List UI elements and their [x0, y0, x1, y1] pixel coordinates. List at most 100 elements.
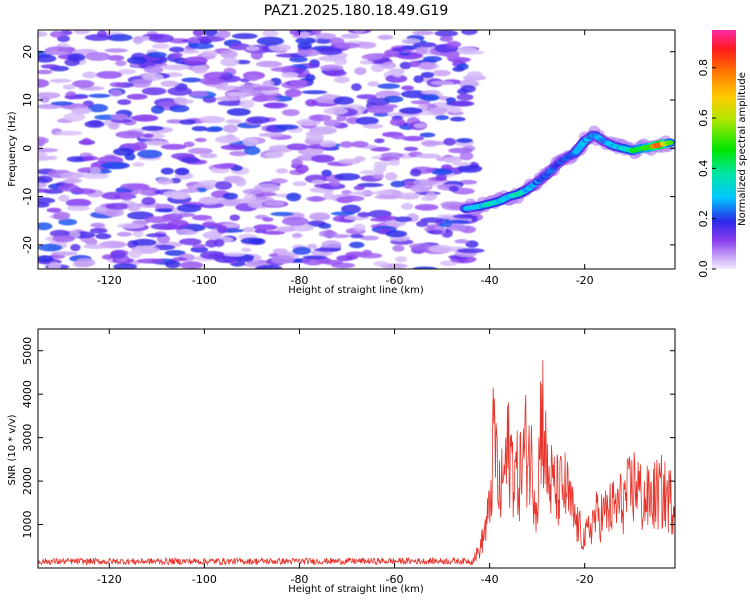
heatmap-cell	[392, 47, 406, 52]
heatmap-cell	[394, 256, 408, 263]
heatmap-cell	[104, 48, 129, 53]
heatmap-cell	[38, 243, 63, 252]
heatmap-cell	[353, 156, 366, 162]
heatmap-cell	[361, 249, 373, 256]
heatmap-cell	[251, 96, 268, 102]
heatmap-cell	[106, 55, 125, 61]
heatmap-cell	[457, 164, 483, 173]
heatmap-cell	[435, 174, 447, 181]
heatmap-cell	[38, 152, 48, 157]
heatmap-cell	[141, 87, 167, 96]
heatmap-cell	[377, 34, 394, 40]
heatmap-cell	[256, 36, 284, 46]
top-x-tick-label: -20	[576, 274, 594, 287]
heatmap-cell	[334, 173, 361, 181]
heatmap-cell	[179, 119, 196, 125]
heatmap-cell	[109, 89, 123, 97]
heatmap-cell	[321, 93, 337, 99]
heatmap-cell	[314, 247, 341, 252]
heatmap-cell	[38, 148, 59, 153]
top-x-tick-label: -80	[290, 274, 308, 287]
heatmap-cell	[179, 49, 200, 54]
heatmap-cell	[192, 214, 213, 221]
heatmap-cell	[151, 105, 165, 114]
heatmap-cell	[176, 204, 202, 213]
heatmap-cell	[397, 192, 421, 199]
heatmap-cell	[105, 202, 131, 210]
heatmap-cell	[380, 152, 405, 159]
heatmap-cell	[171, 153, 195, 160]
heatmap-cell	[391, 134, 406, 140]
heatmap-cell	[420, 217, 444, 223]
heatmap-cell	[291, 158, 303, 167]
heatmap-cell	[456, 46, 478, 55]
heatmap-cell	[142, 140, 170, 146]
heatmap-cell	[253, 224, 278, 231]
heatmap-cell	[58, 218, 78, 226]
heatmap-cell	[274, 124, 299, 130]
heatmap-cell	[62, 178, 83, 184]
heatmap-cell	[422, 56, 442, 62]
heatmap-cell	[665, 140, 674, 146]
heatmap-cell	[459, 151, 474, 161]
heatmap-cell	[84, 34, 112, 41]
heatmap-cell	[117, 68, 136, 75]
heatmap-cell	[359, 60, 374, 65]
heatmap-cell	[275, 168, 289, 174]
heatmap-cell	[421, 141, 448, 146]
heatmap-cell	[73, 30, 90, 35]
heatmap-cell	[360, 235, 379, 241]
colorbar-ticks: 0.0 0.2 0.4 0.6 0.8	[697, 59, 716, 278]
heatmap-cell	[190, 246, 209, 253]
heatmap-cell	[372, 173, 385, 180]
heatmap-cell	[443, 137, 457, 146]
heatmap-cell	[420, 195, 435, 202]
heatmap-cell	[131, 114, 159, 122]
heatmap-cell	[52, 211, 71, 221]
heatmap-cell	[113, 147, 135, 156]
heatmap-cell	[431, 168, 453, 176]
heatmap-cell	[276, 226, 296, 233]
heatmap-cell	[339, 141, 354, 148]
heatmap-cell	[465, 240, 479, 248]
heatmap-cell	[191, 126, 208, 132]
heatmap-cell	[48, 262, 61, 269]
heatmap-cell	[306, 196, 327, 202]
heatmap-cell	[116, 231, 133, 237]
heatmap-cell	[143, 65, 164, 74]
heatmap-cell	[229, 214, 240, 221]
heatmap-cell	[234, 256, 254, 263]
heatmap-cell	[38, 78, 50, 88]
heatmap-cell	[145, 233, 167, 238]
heatmap-cell	[169, 38, 190, 44]
heatmap-cell	[255, 60, 283, 68]
heatmap-cell	[38, 54, 57, 63]
heatmap-cell	[452, 161, 472, 167]
colorbar: 0.0 0.2 0.4 0.6 0.8 Normalized spectral ampl…	[697, 30, 748, 278]
heatmap-cell	[81, 138, 92, 146]
heatmap-cell	[154, 208, 175, 213]
heatmap-cell	[245, 46, 260, 51]
heatmap-cell	[457, 88, 469, 95]
heatmap-cell	[166, 119, 184, 124]
heatmap-cell	[187, 147, 213, 155]
heatmap-cell	[292, 232, 303, 239]
heatmap-cell	[119, 191, 134, 201]
heatmap-cell	[226, 108, 251, 116]
heatmap-cell	[289, 79, 308, 87]
heatmap-cell	[263, 102, 286, 109]
heatmap-cell	[220, 57, 239, 67]
bottom-y-tick-label: 1000	[21, 511, 34, 539]
heatmap-cell	[324, 69, 347, 77]
heatmap-cell	[46, 207, 62, 213]
top-x-axis-label: Height of straight line (km)	[288, 285, 424, 296]
heatmap-cell	[271, 255, 295, 264]
heatmap-cell	[84, 120, 105, 128]
heatmap-cell	[89, 167, 101, 175]
heatmap-cell	[373, 261, 389, 267]
bottom-x-tick-label: -120	[97, 573, 122, 586]
heatmap-cell	[321, 169, 332, 177]
heatmap-cell	[216, 225, 228, 234]
heatmap-cell	[402, 135, 425, 142]
